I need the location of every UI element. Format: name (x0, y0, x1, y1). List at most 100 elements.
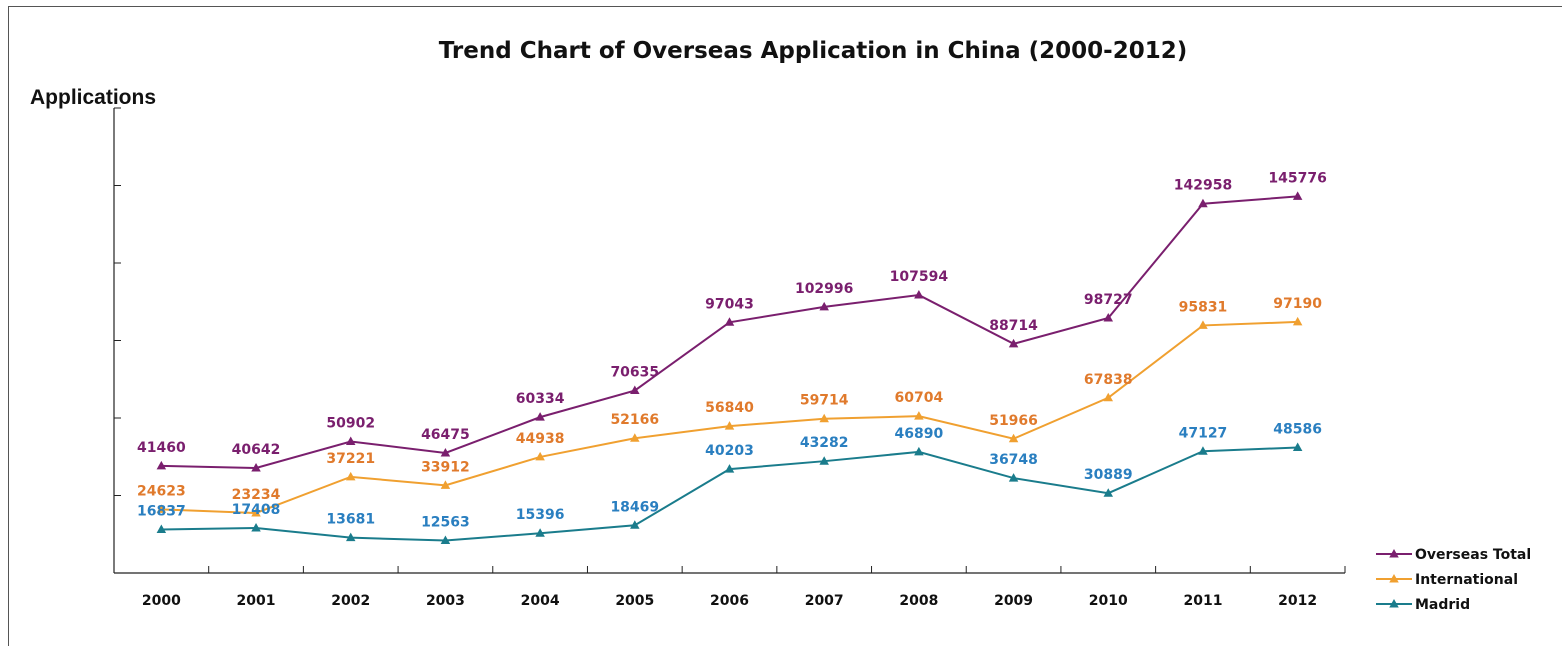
data-label: 41460 (137, 440, 186, 456)
x-tick-label: 2012 (1278, 593, 1317, 609)
legend-label: Madrid (1415, 597, 1470, 613)
data-label: 36748 (989, 452, 1038, 468)
data-labels: 41460 40642 50902 46475 60334 70635 97043 10299… (137, 170, 1327, 530)
x-tick-label: 2001 (237, 593, 276, 609)
x-tick-label: 2000 (142, 593, 181, 609)
data-point (630, 520, 640, 529)
legend: Overseas Total International Madrid (1376, 547, 1531, 613)
series-madrid (156, 442, 1303, 545)
data-label: 18469 (610, 499, 659, 515)
data-point (819, 301, 829, 311)
data-label: 59714 (800, 393, 849, 409)
data-point (440, 535, 451, 545)
data-label: 43282 (800, 435, 849, 451)
data-point (251, 463, 261, 472)
data-point (1103, 312, 1114, 322)
axes (113, 107, 1346, 574)
data-point (724, 421, 735, 430)
data-point (1198, 320, 1208, 329)
data-label: 142958 (1174, 178, 1232, 194)
x-tick-label: 2006 (710, 593, 749, 609)
chart-title: Trend Chart of Overseas Application in C… (439, 38, 1188, 64)
data-label: 97190 (1273, 296, 1322, 312)
data-point (1292, 191, 1303, 200)
data-point (724, 317, 735, 326)
chart-frame (8, 6, 1562, 646)
data-point (630, 433, 640, 442)
data-label: 60704 (895, 390, 944, 406)
series-international (156, 316, 1303, 517)
x-tick-label: 2005 (615, 593, 654, 609)
data-point (156, 504, 167, 513)
data-label: 95831 (1179, 299, 1228, 315)
data-label: 50902 (326, 416, 375, 432)
data-label: 60334 (516, 391, 565, 407)
data-point (1103, 488, 1114, 497)
data-point (156, 460, 167, 470)
data-point (630, 385, 640, 395)
x-tick-label: 2003 (426, 593, 465, 609)
data-point (535, 528, 545, 537)
data-point (535, 451, 545, 461)
data-label: 70635 (610, 365, 659, 381)
data-point (345, 532, 356, 542)
x-tick-label: 2011 (1183, 593, 1222, 609)
data-label: 46890 (895, 426, 944, 442)
data-label: 102996 (795, 281, 853, 297)
data-point (819, 456, 829, 465)
data-label: 51966 (989, 413, 1038, 429)
data-point (440, 480, 451, 489)
data-label: 98727 (1084, 292, 1133, 308)
data-point (1198, 446, 1208, 455)
data-point (914, 411, 924, 420)
data-point (1198, 198, 1208, 208)
data-point (251, 523, 261, 532)
data-label: 56840 (705, 400, 754, 416)
data-label: 12563 (421, 515, 470, 531)
data-label: 145776 (1268, 170, 1326, 186)
data-label: 16837 (137, 504, 186, 520)
data-label: 88714 (989, 318, 1038, 334)
legend-item: Overseas Total (1376, 547, 1531, 563)
data-label: 33912 (421, 459, 470, 475)
legend-marker (1389, 574, 1399, 583)
data-point (440, 447, 451, 457)
series-layer (156, 191, 1303, 545)
data-label: 48586 (1273, 421, 1322, 437)
data-label: 37221 (326, 451, 375, 467)
data-label: 44938 (516, 431, 565, 447)
legend-label: International (1415, 572, 1518, 588)
data-label: 52166 (610, 412, 659, 428)
data-label: 30889 (1084, 467, 1133, 483)
data-point (1292, 316, 1303, 326)
y-axis-label: Applications (30, 86, 156, 109)
data-label: 47127 (1179, 425, 1228, 441)
data-point (1292, 442, 1303, 451)
data-label: 15396 (516, 507, 565, 523)
data-label: 23234 (232, 487, 281, 503)
legend-marker (1389, 599, 1399, 608)
data-point (914, 446, 924, 456)
data-label: 40203 (705, 443, 754, 459)
data-label: 46475 (421, 427, 470, 443)
data-point (1008, 338, 1019, 348)
data-point (1103, 392, 1114, 402)
x-tick-label: 2010 (1089, 593, 1128, 609)
data-point (345, 471, 356, 481)
data-label: 97043 (705, 296, 754, 312)
x-tick-labels: 2000 2001 2002 2003 2004 2005 2006 2007 2008 2009… (142, 593, 1317, 609)
data-point (819, 413, 829, 423)
x-tick-label: 2009 (994, 593, 1033, 609)
data-label: 24623 (137, 483, 186, 499)
data-label: 13681 (326, 512, 375, 528)
legend-marker (1389, 549, 1399, 558)
data-label: 67838 (1084, 372, 1133, 388)
data-point (724, 464, 735, 473)
data-point (535, 412, 545, 421)
data-point (1008, 473, 1019, 482)
x-tick-label: 2007 (805, 593, 844, 609)
x-tick-label: 2004 (521, 593, 560, 609)
data-label: 17408 (232, 502, 281, 518)
series-overseas-total (156, 191, 1303, 472)
